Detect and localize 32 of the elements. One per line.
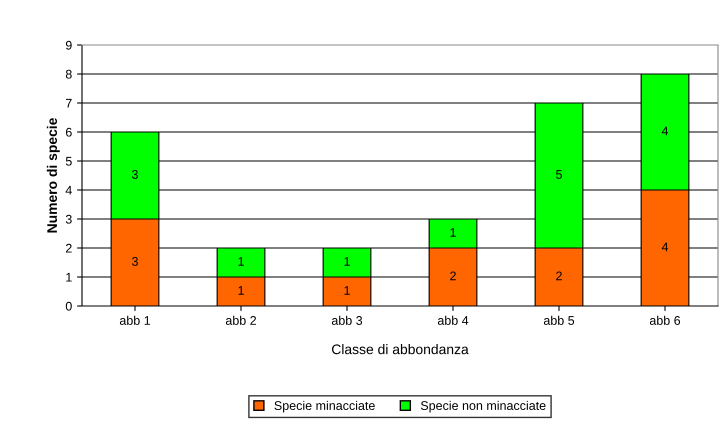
y-tick-label: 8	[66, 70, 72, 79]
x-tick-label: abb 4	[438, 316, 468, 325]
data-label: 1	[238, 257, 244, 266]
x-tick-label: abb 2	[226, 316, 256, 325]
data-label: 2	[556, 272, 562, 280]
legend-label: Specie minacciate	[274, 400, 375, 412]
y-tick-label: 6	[66, 128, 72, 137]
y-axis-title: Numero di specie	[46, 118, 60, 232]
data-label: 3	[132, 170, 138, 179]
y-tick-label: 3	[66, 214, 72, 224]
data-label: 4	[662, 126, 668, 136]
y-tick-label: 2	[66, 244, 72, 253]
data-label: 3	[132, 257, 138, 266]
data-label: 1	[344, 286, 350, 295]
x-tick-label: abb 5	[544, 316, 574, 325]
y-tick-label: 9	[66, 40, 72, 50]
data-label: 4	[662, 242, 668, 252]
y-tick-label: 1	[66, 272, 72, 282]
data-label: 1	[344, 257, 350, 266]
data-label: 1	[238, 286, 244, 295]
x-axis-title: Classe di abbondanza	[332, 344, 469, 354]
legend-label: Specie non minacciate	[420, 400, 546, 412]
y-tick-label: 0	[66, 302, 72, 311]
y-tick-label: 7	[66, 98, 72, 108]
data-label: 1	[450, 228, 456, 237]
data-label: 5	[556, 170, 562, 179]
data-label: 2	[450, 272, 456, 280]
y-tick-label: 5	[66, 156, 72, 166]
y-tick-label: 4	[66, 186, 72, 195]
x-tick-label: abb 3	[332, 316, 362, 325]
x-tick-label: abb 1	[120, 316, 150, 325]
x-tick-label: abb 6	[650, 316, 680, 325]
